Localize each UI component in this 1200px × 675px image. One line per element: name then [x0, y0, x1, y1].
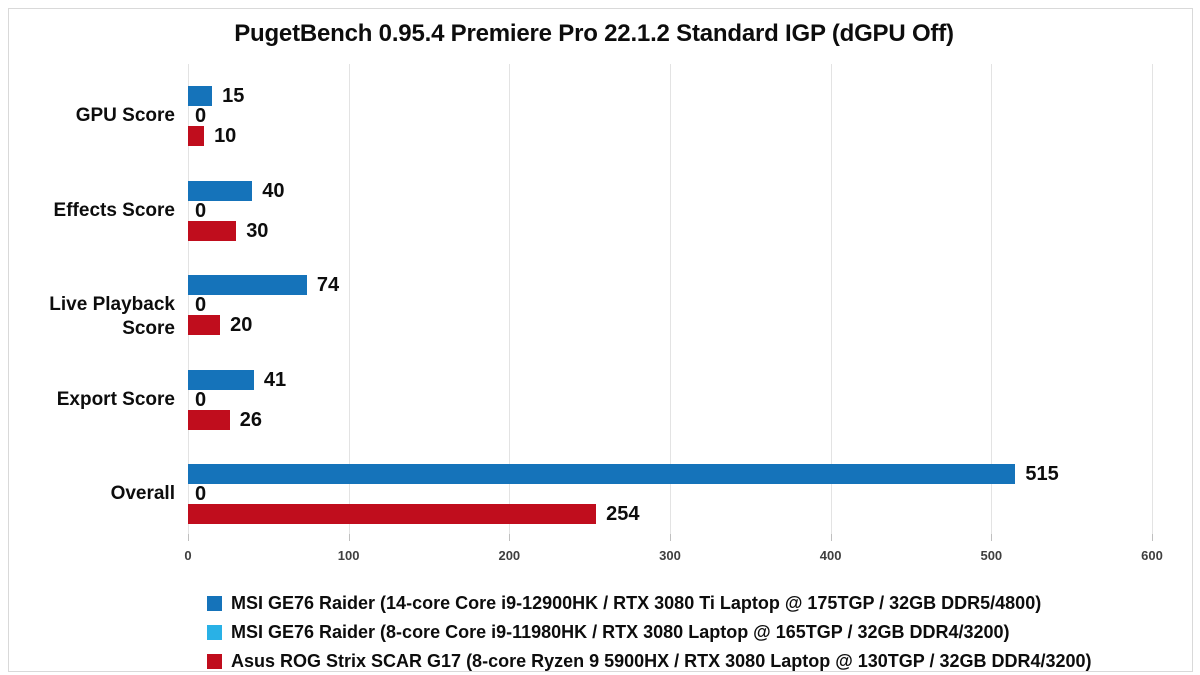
x-tick-label: 100 [337, 548, 360, 563]
bar [188, 86, 213, 106]
gridline [991, 64, 993, 534]
x-tick-label: 500 [980, 548, 1003, 563]
bar [188, 464, 1016, 484]
x-axis-tick [1152, 534, 1153, 541]
legend-marker-icon [207, 654, 222, 669]
legend-label: MSI GE76 Raider (8-core Core i9-11980HK … [231, 622, 1010, 642]
category-label: Overall [110, 483, 175, 504]
bar [188, 220, 237, 241]
bar-value-label: 74 [316, 274, 340, 296]
x-axis-tick [348, 534, 350, 541]
x-axis-tick [670, 534, 671, 541]
legend-item: MSI GE76 Raider (14-core Core i9-12900HK… [207, 589, 1092, 618]
category-label: Export Score [56, 388, 175, 410]
bar-value-label: 30 [246, 219, 269, 242]
gridline [509, 64, 511, 534]
category-label: Effects Score [53, 199, 175, 221]
chart-title: PugetBench 0.95.4 Premiere Pro 22.1.2 St… [234, 20, 954, 47]
bar-value-label: 0 [195, 105, 207, 127]
bar [188, 504, 597, 524]
bar [188, 409, 230, 430]
gridline [1152, 64, 1153, 534]
gridline [670, 64, 671, 534]
chart-legend: MSI GE76 Raider (14-core Core i9-12900HK… [207, 589, 1092, 675]
x-tick-label: 400 [819, 548, 842, 563]
legend-label: Asus ROG Strix SCAR G17 (8-core Ryzen 9 … [231, 651, 1092, 671]
bar-value-label: 15 [222, 85, 245, 107]
x-axis-tick [991, 534, 993, 541]
x-tick-label: 600 [1141, 548, 1163, 563]
x-axis-tick [830, 534, 832, 541]
x-axis-tick [509, 534, 511, 541]
bar [188, 126, 205, 146]
bar-value-label: 26 [239, 408, 263, 431]
category-label: GPU Score [75, 105, 175, 126]
legend-marker-icon [207, 596, 222, 611]
x-axis-tick [188, 534, 189, 541]
gridline [830, 64, 832, 534]
legend-marker-icon [207, 625, 222, 640]
bar-value-label: 0 [195, 294, 207, 316]
legend-item: MSI GE76 Raider (8-core Core i9-11980HK … [207, 618, 1092, 647]
bar-value-label: 254 [606, 503, 640, 525]
bar-value-label: 10 [214, 125, 237, 147]
gridline [348, 64, 350, 534]
legend-label: MSI GE76 Raider (14-core Core i9-12900HK… [231, 593, 1042, 613]
x-tick-label: 0 [184, 548, 192, 563]
x-tick-label: 300 [659, 548, 681, 563]
legend-item: Asus ROG Strix SCAR G17 (8-core Ryzen 9 … [207, 647, 1092, 675]
bar-value-label: 40 [262, 179, 285, 202]
bar [188, 369, 254, 390]
bar [188, 180, 253, 201]
bar [188, 315, 221, 335]
bar-value-label: 0 [195, 483, 207, 505]
bar-value-label: 0 [195, 199, 207, 222]
bar-value-label: 41 [263, 368, 287, 391]
x-tick-label: 200 [498, 548, 521, 563]
bar-value-label: 0 [195, 388, 207, 411]
category-label: Live Playback Score [49, 294, 175, 339]
bar-value-label: 515 [1025, 463, 1059, 485]
gridline [188, 64, 189, 534]
bar-value-label: 20 [230, 314, 253, 336]
bar [188, 275, 307, 295]
